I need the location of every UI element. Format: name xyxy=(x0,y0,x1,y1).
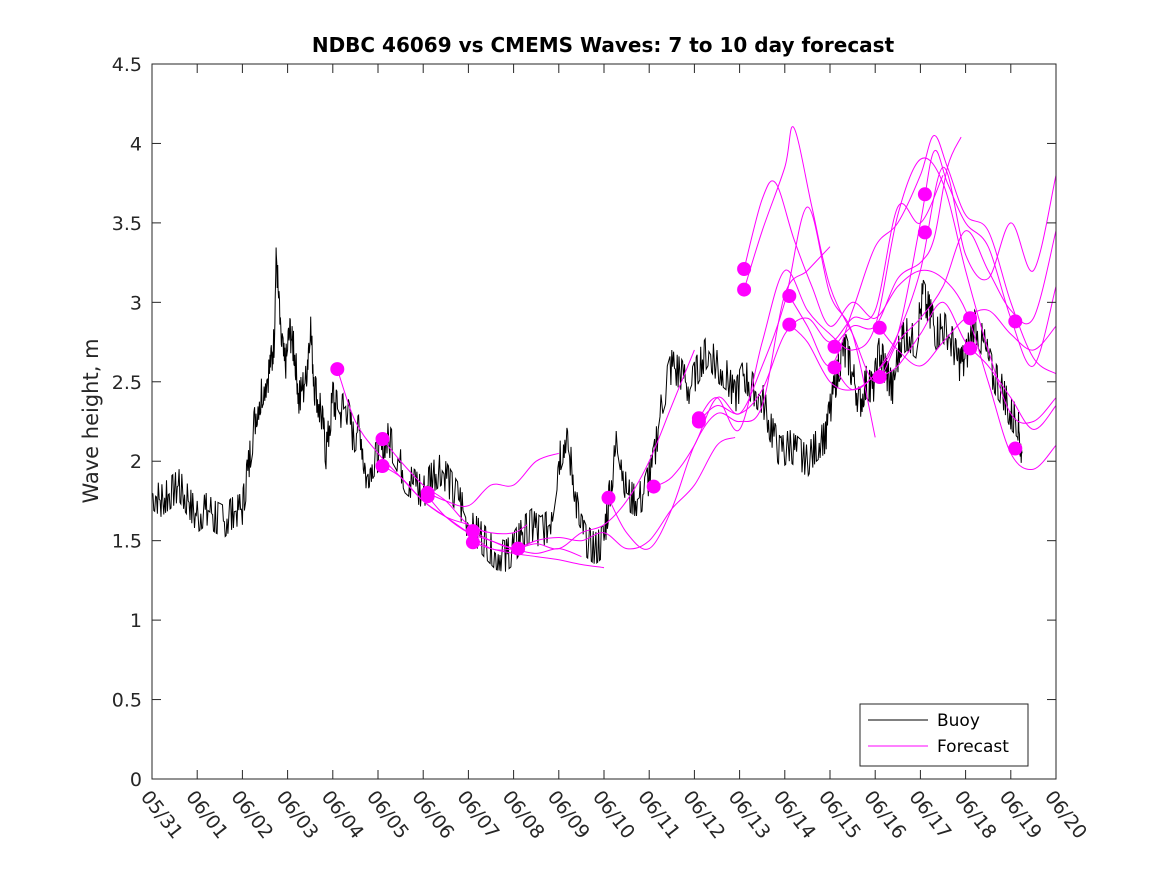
forecast-marker xyxy=(827,360,842,375)
forecast-marker xyxy=(872,320,887,335)
forecast-run-line xyxy=(382,438,528,535)
forecast-run-line xyxy=(879,301,1057,430)
forecast-run-line xyxy=(608,246,831,550)
forecast-marker xyxy=(963,311,978,326)
forecast-marker xyxy=(511,541,526,556)
forecast-marker xyxy=(646,479,661,494)
forecast-marker xyxy=(917,187,932,202)
y-tick-label: 4.5 xyxy=(112,54,142,76)
y-tick-label: 0 xyxy=(130,769,142,791)
forecast-run-line xyxy=(427,452,559,507)
y-tick-label: 3.5 xyxy=(112,213,142,235)
y-axis-label: Wave height, m xyxy=(79,338,103,503)
forecast-marker xyxy=(737,282,752,297)
forecast-run-line xyxy=(698,157,1057,432)
forecast-run-line xyxy=(472,541,605,569)
forecast-markers xyxy=(330,187,1023,556)
forecast-marker xyxy=(420,489,435,504)
forecast-run-line xyxy=(834,136,962,348)
forecast-marker xyxy=(737,262,752,276)
forecast-marker xyxy=(1008,314,1023,329)
y-tick-label: 0.5 xyxy=(112,690,142,712)
forecast-marker xyxy=(375,459,390,473)
y-tick-label: 1 xyxy=(130,610,142,632)
forecast-marker xyxy=(963,341,978,356)
plot-area xyxy=(151,63,1057,780)
legend: Buoy Forecast xyxy=(859,703,1029,767)
buoy-line xyxy=(151,247,1023,572)
forecast-marker xyxy=(465,535,480,550)
y-tick-label: 4 xyxy=(130,133,142,155)
forecast-marker xyxy=(872,370,887,384)
forecast-marker xyxy=(691,411,706,426)
forecast-marker xyxy=(782,317,797,332)
forecast-marker xyxy=(827,339,842,354)
plot-background xyxy=(152,64,1056,779)
y-tick-label: 3 xyxy=(130,292,142,314)
legend-forecast-label: Forecast xyxy=(937,737,1009,757)
y-tick-label: 2 xyxy=(130,451,142,473)
forecast-run-line xyxy=(743,180,1057,470)
y-tick-label: 2.5 xyxy=(112,372,142,394)
forecast-run-line xyxy=(698,174,944,422)
forecast-marker xyxy=(782,289,797,303)
chart-title: NDBC 46069 vs CMEMS Waves: 7 to 10 day f… xyxy=(312,33,895,57)
forecast-marker xyxy=(917,225,932,240)
forecast-marker xyxy=(330,362,345,377)
forecast-run-line xyxy=(517,436,736,550)
forecast-marker xyxy=(375,432,390,446)
forecast-run-line xyxy=(472,349,695,550)
y-tick-label: 1.5 xyxy=(112,531,142,553)
forecast-marker xyxy=(601,490,616,505)
buoy-series xyxy=(151,247,1023,572)
legend-box xyxy=(859,703,1029,767)
forecast-marker xyxy=(1008,441,1023,456)
legend-buoy-label: Buoy xyxy=(937,711,980,731)
y-axis: 0 0.5 1 1.5 2 2.5 3 3.5 4 4.5 xyxy=(112,54,1056,791)
